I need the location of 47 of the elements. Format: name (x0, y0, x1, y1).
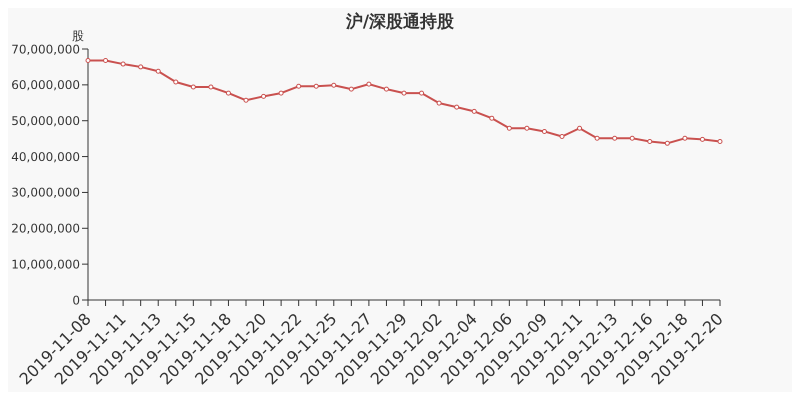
y-tick-label: 60,000,000 (11, 78, 80, 92)
point (682, 136, 688, 141)
point (208, 84, 214, 90)
point (612, 136, 618, 141)
point (86, 58, 90, 63)
point (419, 90, 424, 96)
point (664, 140, 670, 146)
point (402, 90, 406, 96)
y-tick-label: 0 (72, 293, 80, 308)
point (103, 58, 108, 63)
point (472, 108, 477, 114)
point (226, 90, 231, 96)
point (384, 86, 389, 92)
point (120, 62, 126, 67)
point (314, 84, 319, 89)
point (173, 79, 178, 84)
point (577, 126, 582, 131)
point (647, 139, 652, 144)
point (244, 98, 248, 103)
point (630, 136, 635, 141)
point (156, 68, 161, 74)
point (700, 136, 705, 142)
point (366, 82, 372, 87)
point (454, 104, 460, 110)
y-tick-label: 40,000,000 (11, 150, 80, 164)
y-tick-label: 30,000,000 (11, 186, 80, 200)
point (524, 126, 530, 131)
y-axis-title: 股 (72, 28, 84, 44)
point (348, 86, 354, 92)
point (296, 84, 302, 89)
chart-title: 沪/深股通持股 (346, 12, 454, 32)
point (542, 128, 547, 134)
y-tick-label: 70,000,000 (11, 42, 80, 56)
y-tick-label: 20,000,000 (11, 222, 80, 236)
point (278, 90, 284, 96)
point (594, 136, 600, 141)
point (489, 116, 494, 121)
point (506, 126, 512, 131)
point (190, 84, 196, 90)
y-tick-label: 50,000,000 (11, 114, 80, 128)
point (436, 100, 442, 106)
point (331, 82, 336, 88)
point (261, 94, 266, 99)
point (138, 64, 144, 70)
y-tick-label: 10,000,000 (11, 257, 80, 272)
point (560, 134, 564, 139)
point (718, 139, 722, 144)
